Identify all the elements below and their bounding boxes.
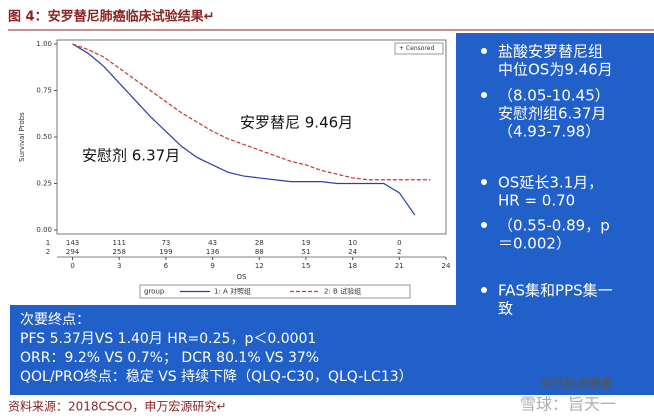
bullet-text: FAS集和PPS集一 — [498, 282, 613, 300]
x-tick-label: 15 — [301, 262, 310, 270]
y-tick-label: 0.25 — [36, 180, 52, 188]
x-tick-label: 3 — [117, 262, 121, 270]
legend-label: 1: A 对照组 — [214, 287, 251, 296]
risk-count: 258 — [113, 248, 126, 256]
x-tick-label: 21 — [395, 262, 404, 270]
risk-count: 73 — [161, 239, 170, 247]
risk-count: 136 — [206, 248, 220, 256]
figure-title: 图 4：安罗替尼肺癌临床试验结果↵ — [8, 9, 214, 25]
risk-count: 51 — [301, 248, 310, 256]
risk-count: 294 — [66, 248, 80, 256]
y-axis-label: Survival Probs — [18, 112, 26, 162]
censored-box — [394, 42, 444, 55]
x-axis-label: OS — [237, 273, 248, 281]
bullet-dot — [481, 92, 487, 98]
bullet-text: 致 — [498, 300, 513, 318]
annotation: 安罗替尼 9.46月 — [240, 114, 353, 132]
bullet-text: HR = 0.70 — [498, 192, 575, 210]
y-tick-label: 1.00 — [36, 40, 52, 48]
risk-count: 19 — [301, 239, 310, 247]
bullet-dot — [481, 222, 487, 228]
bullet-text: （8.05-10.45） — [498, 87, 610, 105]
secondary-text: QOL/PRO终点：稳定 VS 持续下降（QLQ-C30，QLQ-LC13） — [20, 368, 413, 385]
secondary-text: PFS 5.37月VS 1.40月 HR=0.25，p＜0.0001 — [20, 331, 316, 347]
secondary-text: ORR：9.2% VS 0.7%； DCR 80.1% VS 37% — [20, 350, 319, 366]
risk-count: 88 — [255, 248, 264, 256]
risk-count: 2 — [397, 248, 401, 256]
legend-box — [139, 284, 411, 299]
x-tick-label: 18 — [348, 262, 357, 270]
chart-panel — [10, 33, 456, 305]
bullet-text: 中位OS为9.46月 — [498, 61, 613, 79]
risk-count: 24 — [348, 248, 357, 256]
bullet-text: 安慰剂组6.37月 — [498, 105, 606, 123]
watermark: 雪球：旨天一 — [520, 395, 616, 414]
risk-count: 43 — [208, 239, 217, 247]
watermark: 申万投资健康 — [540, 376, 613, 391]
legend-label: 2: B 试验组 — [324, 287, 361, 296]
bullet-dot — [481, 48, 487, 54]
secondary-text: 次要终点： — [20, 312, 90, 328]
x-tick-label: 0 — [70, 262, 74, 270]
legend-title: group — [144, 288, 165, 296]
survival-curve — [72, 43, 431, 181]
x-tick-label: 9 — [210, 262, 214, 270]
risk-count: 199 — [159, 248, 172, 256]
censored-label: + Censored — [399, 45, 434, 52]
annotation: 安慰剂 6.37月 — [82, 147, 180, 165]
bullet-text: （0.55-0.89，p — [498, 217, 610, 235]
risk-count: 28 — [255, 239, 264, 247]
x-tick-label: 12 — [255, 262, 264, 270]
y-tick-label: 0.75 — [36, 87, 52, 95]
y-tick-label: 0.00 — [36, 226, 52, 234]
risk-count: 111 — [113, 239, 126, 247]
risk-row-label: 1 — [46, 239, 50, 247]
risk-count: 0 — [397, 239, 401, 247]
bullet-text: OS延长3.1月， — [498, 174, 603, 192]
x-tick-label: 24 — [442, 262, 451, 270]
risk-count: 10 — [348, 239, 357, 247]
bullet-dot — [481, 287, 487, 293]
bullet-dot — [481, 179, 487, 185]
bullet-text: （4.93-7.98） — [498, 123, 600, 141]
x-tick-label: 6 — [164, 262, 169, 270]
survival-curve — [72, 43, 416, 216]
risk-count: 143 — [66, 239, 79, 247]
bullet-text: 盐酸安罗替尼组 — [498, 43, 603, 61]
risk-row-label: 2 — [46, 248, 50, 256]
source-note: 资料来源：2018CSCO，申万宏源研究↵ — [8, 399, 226, 414]
y-tick-label: 0.50 — [36, 133, 52, 141]
bullet-text: ＝0.002） — [498, 235, 571, 253]
